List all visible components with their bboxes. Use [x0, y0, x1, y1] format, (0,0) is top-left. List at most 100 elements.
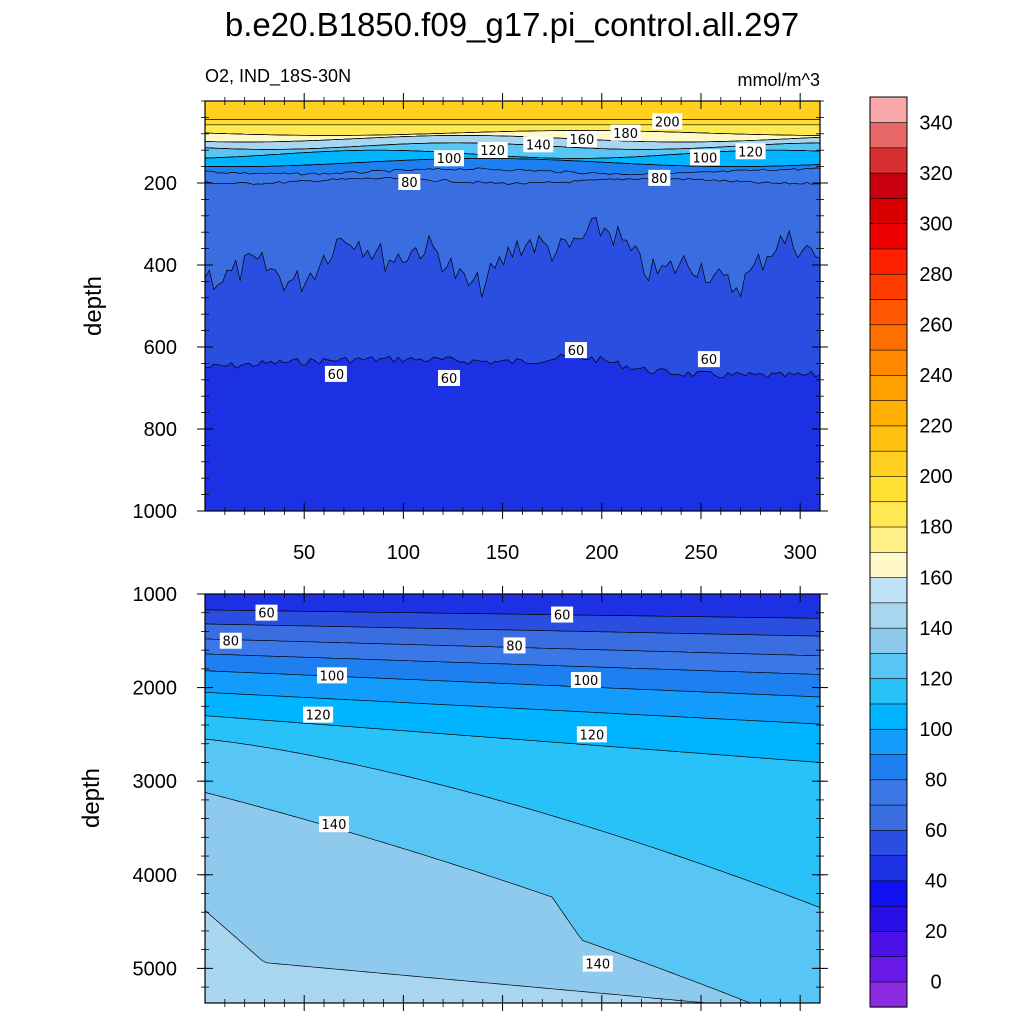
colorbar-swatch: [869, 602, 908, 629]
lower-contour-line: [205, 609, 820, 619]
colorbar-swatch: [869, 930, 908, 958]
upper-contour-line: [205, 353, 820, 379]
upper-contour-line: [205, 130, 820, 136]
lower-contour-label-box: [576, 726, 607, 743]
lower-contour-labels: 60 60 80 80 100 100 120 120 140 140: [219, 604, 613, 973]
upper-contour-label-box: [566, 130, 597, 147]
lower-contour-label-box: [255, 604, 278, 621]
colorbar-swatch: [869, 880, 908, 907]
upper-contour-fills: [205, 101, 820, 511]
y-tick-label: 4000: [133, 865, 178, 887]
lower-contour-lines: [205, 609, 820, 1003]
chart-right-subtitle: mmol/m^3: [738, 70, 820, 90]
colorbar-swatch: [869, 678, 908, 705]
colorbar-tick-label: 340: [919, 112, 952, 134]
colorbar-tick-label: 40: [925, 871, 947, 893]
colorbar-swatch: [869, 829, 908, 856]
lower-contour-label: 140: [585, 958, 610, 973]
colorbar-swatch: [869, 627, 908, 654]
lower-contour-label: 100: [320, 669, 345, 684]
upper-contour-label-box: [477, 142, 508, 159]
x-tick-label: 200: [585, 542, 618, 564]
colorbar-swatch: [869, 324, 908, 351]
lower-fill-band: [205, 594, 820, 619]
lower-contour-label-box: [316, 667, 347, 684]
lower-contour-label: 120: [579, 728, 604, 743]
colorbar-swatch: [869, 804, 908, 831]
colorbar-frame: [869, 96, 908, 1008]
upper-contour-label-box: [648, 169, 671, 186]
upper-contour-label-box: [689, 149, 720, 166]
upper-contour-label: 100: [437, 152, 462, 167]
colorbar-tick-label: 160: [919, 567, 952, 589]
colorbar-swatch: [869, 121, 908, 149]
lower-contour-line: [205, 910, 711, 1003]
x-tick-label: 150: [486, 542, 519, 564]
lower-y-axis-label: depth: [78, 768, 105, 828]
lower-contour-label: 120: [306, 709, 331, 724]
colorbar-tick-label: 140: [919, 618, 952, 640]
lower-contour-label: 80: [223, 635, 240, 650]
lower-contour-line: [205, 670, 820, 698]
colorbar-tick-label: 0: [930, 972, 941, 994]
lower-contour-fills: [205, 594, 820, 1003]
y-tick-label: 2000: [133, 678, 178, 700]
colorbar-swatch: [869, 501, 908, 528]
lower-plot-frame: [204, 593, 821, 1004]
upper-contour-line: [205, 142, 820, 150]
lower-axes: 1000 2000 3000 4000 5000: [133, 584, 828, 1011]
lower-contour-label-box: [303, 706, 334, 723]
upper-contour-line: [205, 135, 820, 143]
lower-panel: 60 60 80 80 100 100 120 120 140 140 1000 2000 3000 4…: [78, 584, 828, 1011]
y-tick-label: 200: [144, 173, 177, 195]
upper-contour-label: 60: [328, 368, 345, 383]
upper-contour-label: 80: [651, 172, 668, 187]
lower-contour-line: [205, 792, 752, 1003]
lower-contour-label: 60: [554, 609, 571, 624]
colorbar-tick-label: 260: [919, 315, 952, 337]
colorbar-tick-label: 240: [919, 365, 952, 387]
upper-contour-label: 140: [526, 138, 551, 153]
colorbar-tick-label: 80: [925, 770, 947, 792]
colorbar-swatch: [869, 450, 908, 477]
colorbar-swatch: [869, 400, 908, 427]
colorbar-swatch: [869, 475, 908, 503]
upper-contour-label-box: [523, 136, 554, 153]
colorbar-swatch: [869, 779, 908, 806]
upper-contour-lines: [205, 119, 820, 379]
colorbar-swatch: [869, 855, 908, 882]
upper-contour-labels: 200 180 160 140 120 100 80 100 120 80 60 60 60 60: [324, 113, 766, 387]
upper-contour-label-box: [438, 369, 461, 386]
upper-fill-band: [205, 101, 820, 120]
lower-contour-line: [205, 738, 820, 908]
colorbar-swatch: [869, 197, 908, 224]
colorbar-swatch: [869, 576, 908, 604]
colorbar-tick-label: 120: [919, 668, 952, 690]
colorbar-tick-label: 200: [919, 466, 952, 488]
colorbar-swatch: [869, 298, 908, 326]
lower-contour-line: [205, 715, 820, 763]
y-tick-label: 1000: [133, 501, 178, 523]
upper-contour-label: 60: [441, 372, 458, 387]
upper-contour-label: 100: [693, 151, 718, 166]
colorbar-swatch: [869, 349, 908, 376]
colorbar-swatch: [869, 703, 908, 730]
upper-contour-line: [205, 158, 820, 167]
colorbar-tick-label: 220: [919, 416, 952, 438]
upper-contour-label-box: [398, 174, 421, 190]
upper-contour-label-box: [735, 143, 766, 160]
upper-y-axis-label: depth: [80, 276, 107, 336]
colorbar-swatch: [869, 223, 908, 250]
chart-left-subtitle: O2, IND_18S-30N: [205, 66, 351, 87]
upper-contour-label-box: [564, 342, 587, 359]
upper-contour-label: 180: [613, 127, 638, 142]
colorbar-swatch: [869, 981, 908, 1008]
upper-contour-label-box: [610, 124, 641, 141]
y-tick-label: 600: [144, 337, 177, 359]
colorbar-tick-label: 180: [919, 517, 952, 539]
lower-contour-line: [205, 653, 820, 675]
colorbar-swatch: [869, 147, 908, 174]
colorbar-swatch: [869, 172, 908, 199]
colorbar-tick-label: 280: [919, 264, 952, 286]
